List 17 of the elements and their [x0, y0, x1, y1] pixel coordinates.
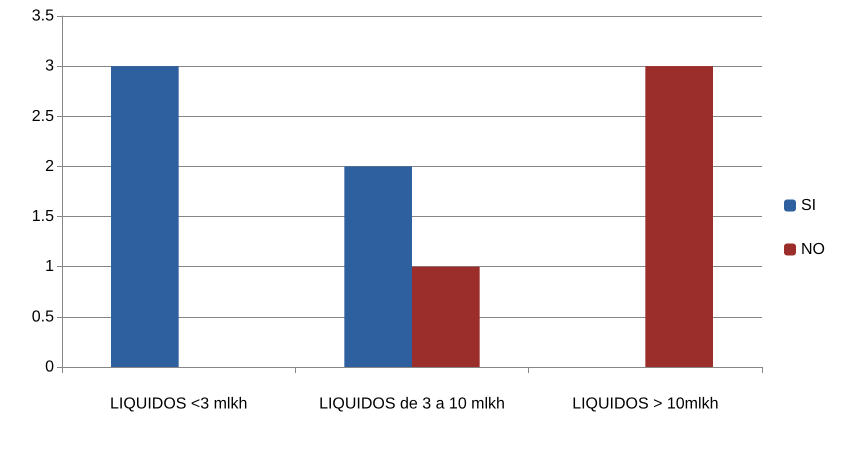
- legend-label: NO: [801, 241, 825, 258]
- x-tick-label: LIQUIDOS de 3 a 10 mlkh: [319, 396, 505, 412]
- bar: [344, 166, 412, 367]
- y-tick-label: 2: [45, 158, 54, 175]
- legend-label: SI: [801, 197, 816, 214]
- bar: [111, 66, 179, 367]
- y-tick-label: 0.5: [32, 308, 54, 326]
- x-tick-label: LIQUIDOS <3 mlkh: [110, 396, 248, 412]
- bar: [645, 66, 713, 367]
- y-tick-label: 1: [45, 258, 54, 276]
- y-tick-label: 3: [45, 58, 54, 75]
- y-tick-label: 1.5: [32, 208, 54, 226]
- y-tick-label: 2.5: [32, 108, 54, 125]
- bar: [412, 266, 480, 367]
- x-tick-label: LIQUIDOS > 10mlkh: [572, 396, 718, 412]
- y-tick-label: 3.5: [32, 8, 54, 24]
- y-tick-label: 0: [45, 358, 54, 376]
